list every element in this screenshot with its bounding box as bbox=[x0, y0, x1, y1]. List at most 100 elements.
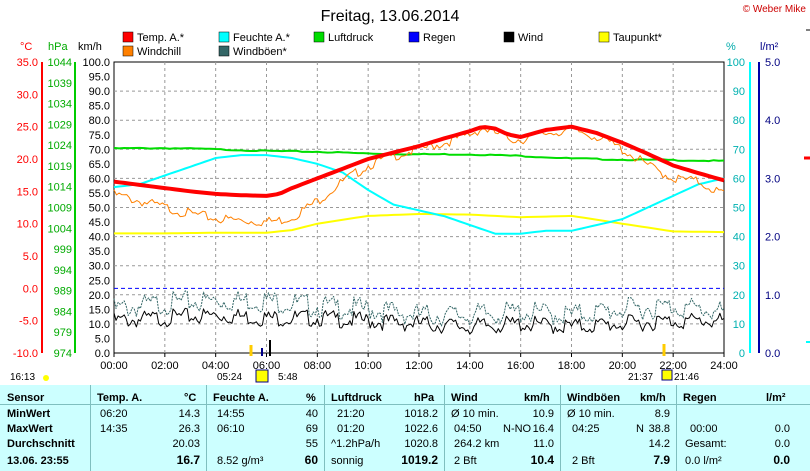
series-temp-a bbox=[113, 124, 725, 198]
legend-label: Taupunkt* bbox=[613, 32, 663, 44]
wind-tick-label: 20.0 bbox=[89, 290, 110, 302]
wind-tick-label: 40.0 bbox=[89, 232, 110, 244]
min-hum: 40 bbox=[305, 408, 318, 420]
wind-tick-label: 50.0 bbox=[89, 203, 110, 215]
x-tick-label: 12:00 bbox=[405, 360, 433, 372]
pressure-tick-label: 989 bbox=[54, 286, 72, 298]
avg-wind-dist: 264.2 km bbox=[454, 438, 500, 450]
wind-tick-label: 15.0 bbox=[89, 304, 110, 316]
current-gust: 7.9 bbox=[653, 453, 670, 467]
max-rain: 0.0 bbox=[774, 423, 790, 435]
legend-label: Windböen* bbox=[233, 46, 288, 58]
humidity-tick-label: 40 bbox=[733, 232, 745, 244]
humidity-tick-label: 50 bbox=[733, 203, 745, 215]
max-press: 1022.6 bbox=[404, 423, 438, 435]
statistics-table: Sensor Temp. A. °C Feuchte A. % Luftdruc… bbox=[0, 385, 810, 471]
max-hum: 69 bbox=[305, 423, 318, 435]
dawn-time: 05:24 bbox=[217, 372, 242, 383]
temp-tick-label: 5.0 bbox=[23, 251, 38, 263]
rain-tick-label: 5.0 bbox=[765, 57, 780, 69]
x-tick-label: 04:00 bbox=[202, 360, 230, 372]
min-hum-time: 14:55 bbox=[217, 408, 245, 420]
legend-swatch bbox=[408, 31, 420, 43]
sunset-icon bbox=[661, 369, 673, 381]
min-wind: 10.9 bbox=[532, 408, 554, 420]
pressure-tick-label: 1024 bbox=[48, 140, 72, 152]
legend-swatch bbox=[218, 45, 230, 57]
temp-tick-label: 0.0 bbox=[23, 283, 38, 295]
max-rain-time: 00:00 bbox=[690, 423, 718, 435]
wind-tick-label: 70.0 bbox=[89, 144, 110, 156]
avg-wind: 11.0 bbox=[533, 438, 554, 450]
header-pressure-unit: hPa bbox=[414, 392, 435, 404]
sunrise-icon bbox=[255, 369, 269, 383]
legend-swatch bbox=[503, 31, 515, 43]
x-tick-label: 00:00 bbox=[100, 360, 128, 372]
pressure-tick-label: 979 bbox=[54, 327, 72, 339]
legend-label: Feuchte A.* bbox=[233, 32, 291, 44]
min-temp-time: 06:20 bbox=[100, 408, 128, 420]
wind-tick-label: 85.0 bbox=[89, 101, 110, 113]
pressure-tick-label: 1019 bbox=[48, 161, 72, 173]
temp-tick-label: 35.0 bbox=[17, 57, 38, 69]
temp-tick-label: 20.0 bbox=[17, 154, 38, 166]
header-temp-unit: °C bbox=[184, 392, 197, 404]
pressure-tick-label: 1034 bbox=[48, 99, 72, 111]
current-abs-hum: 8.52 g/m³ bbox=[217, 455, 264, 467]
current-gust-bft: 2 Bft bbox=[572, 455, 595, 467]
grid bbox=[113, 61, 725, 354]
legend-label: Windchill bbox=[137, 46, 181, 58]
wind-tick-label: 90.0 bbox=[89, 86, 110, 98]
humidity-tick-label: 90 bbox=[733, 86, 745, 98]
rain-tick-label: 3.0 bbox=[765, 173, 780, 185]
min-gust-label: Ø 10 min. bbox=[567, 408, 615, 420]
wind-unit-label: km/h bbox=[78, 41, 102, 53]
credit-label: © Weber Mike bbox=[743, 4, 807, 15]
legend-swatch bbox=[122, 31, 134, 43]
sun-icon bbox=[43, 375, 49, 381]
current-weather: sonnig bbox=[331, 455, 364, 467]
avg-temp: 20.03 bbox=[172, 438, 200, 450]
x-tick-label: 20:00 bbox=[609, 360, 637, 372]
header-pressure: Luftdruck bbox=[331, 392, 382, 404]
avg-press-trend: ^1.2hPa/h bbox=[331, 438, 381, 450]
wind-tick-label: 35.0 bbox=[89, 246, 110, 258]
humidity-tick-label: 70 bbox=[733, 144, 745, 156]
dusk-time: 21:46 bbox=[674, 372, 699, 383]
weather-chart: Freitag, 13.06.2014 © Weber Mike Temp. A… bbox=[10, 4, 810, 383]
series-wind bbox=[113, 307, 725, 335]
current-rain-rate: 0.0 l/m² bbox=[685, 455, 722, 467]
temp-unit-label: °C bbox=[20, 41, 32, 53]
avg-rain-label: Gesamt: bbox=[685, 438, 727, 450]
series-feuchte-a bbox=[113, 154, 725, 235]
pressure-tick-label: 984 bbox=[54, 306, 72, 318]
pressure-tick-label: 1009 bbox=[48, 203, 72, 215]
avg-hum: 55 bbox=[305, 438, 318, 450]
header-temp: Temp. A. bbox=[97, 392, 143, 404]
x-tick-label: 22:00 bbox=[659, 360, 687, 372]
humidity-tick-label: 20 bbox=[733, 290, 745, 302]
humidity-tick-label: 0 bbox=[739, 348, 745, 360]
row-min-label: MinWert bbox=[7, 408, 51, 420]
pressure-tick-label: 1004 bbox=[48, 223, 72, 235]
pressure-unit-label: hPa bbox=[48, 41, 68, 53]
max-wind-time: 04:50 bbox=[454, 423, 482, 435]
wind-tick-label: 0.0 bbox=[95, 348, 110, 360]
pressure-tick-label: 1029 bbox=[48, 119, 72, 131]
wind-tick-label: 10.0 bbox=[89, 319, 110, 331]
sun-markers: 16:13 05:24 5:48 21:37 21:46 bbox=[10, 340, 699, 383]
min-wind-label: Ø 10 min. bbox=[451, 408, 499, 420]
humidity-tick-label: 10 bbox=[733, 319, 745, 331]
min-press-time: 21:20 bbox=[337, 408, 365, 420]
wind-tick-label: 30.0 bbox=[89, 261, 110, 273]
legend-label: Luftdruck bbox=[328, 32, 374, 44]
row-avg-label: Durchschnitt bbox=[7, 438, 75, 450]
max-gust: 38.8 bbox=[648, 423, 670, 435]
header-wind: Wind bbox=[451, 392, 478, 404]
humidity-unit-label: % bbox=[726, 41, 736, 53]
wind-tick-label: 75.0 bbox=[89, 130, 110, 142]
temp-tick-label: -5.0 bbox=[19, 316, 38, 328]
humidity-tick-label: 100 bbox=[727, 57, 745, 69]
sunrise-time: 5:48 bbox=[278, 372, 298, 383]
header-wind-unit: km/h bbox=[524, 392, 550, 404]
